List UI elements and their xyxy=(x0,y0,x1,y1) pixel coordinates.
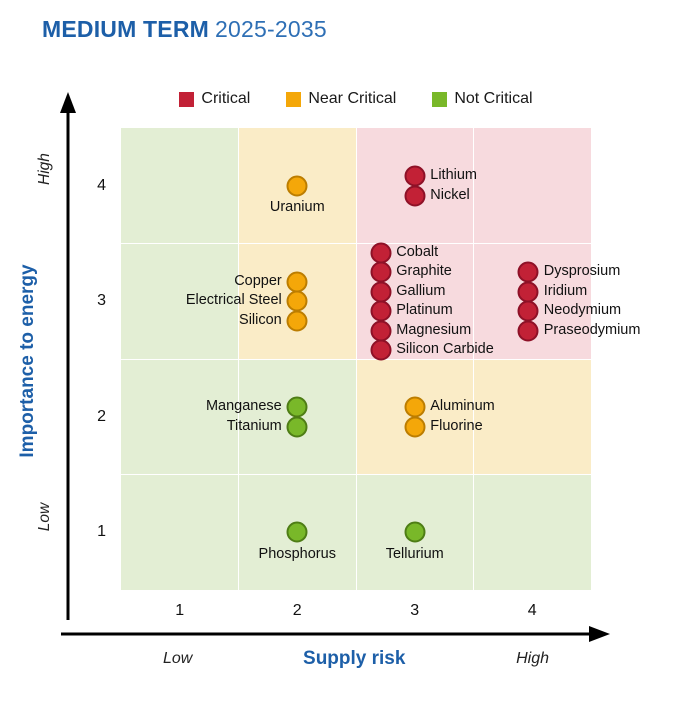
legend: Critical Near Critical Not Critical xyxy=(121,90,591,108)
material-dot-fluorine xyxy=(404,416,426,437)
material-dot-platinum xyxy=(370,300,392,322)
y-axis-low-label: Low xyxy=(36,502,53,532)
material-label-magnesium: Magnesium xyxy=(396,321,472,338)
material-label-silicon-carbide: Silicon Carbide xyxy=(396,341,494,358)
legend-swatch-near-critical-icon xyxy=(286,91,302,107)
material-label-gallium: Gallium xyxy=(396,282,446,299)
zone-grid xyxy=(121,128,591,590)
zone-cell-green xyxy=(121,359,238,475)
material-dot-electrical-steel xyxy=(286,290,308,312)
zone-cell-green xyxy=(121,128,238,243)
material-label-electrical-steel: Electrical Steel xyxy=(185,292,282,309)
x-axis-labels: Low Supply risk High xyxy=(121,648,591,670)
zone-cell-yellow xyxy=(474,359,591,475)
legend-label: Not Critical xyxy=(454,90,533,107)
material-dot-neodymium xyxy=(517,300,539,322)
legend-swatch-not-critical-icon xyxy=(432,91,448,107)
legend-label: Critical xyxy=(201,90,251,107)
zone-cell-green xyxy=(121,475,238,590)
material-label-titanium: Titanium xyxy=(226,417,282,434)
material-label-tellurium: Tellurium xyxy=(385,545,444,562)
title-period: 2025-2035 xyxy=(215,16,327,42)
y-tick-3: 3 xyxy=(97,292,106,310)
material-dot-copper xyxy=(286,271,308,293)
plot-area: Uranium Lithium Nickel Copper Electrical Ste… xyxy=(121,128,640,590)
x-tick-2: 2 xyxy=(292,602,302,619)
zone-cell-pink xyxy=(474,128,591,243)
y-axis-high-label: High xyxy=(36,153,53,185)
material-dot-uranium xyxy=(286,175,308,197)
material-label-manganese: Manganese xyxy=(205,398,282,415)
legend-item-not-critical: Not Critical xyxy=(432,90,533,108)
material-label-phosphorus: Phosphorus xyxy=(258,545,336,562)
material-dot-aluminum xyxy=(404,396,426,418)
page-title: MEDIUM TERM 2025-2035 xyxy=(42,16,327,43)
material-dot-graphite xyxy=(370,261,392,283)
y-axis-title: Importance to energy xyxy=(17,264,38,458)
material-label-uranium: Uranium xyxy=(269,199,325,216)
legend-item-near-critical: Near Critical xyxy=(286,90,396,108)
material-dot-nickel xyxy=(404,185,426,206)
material-dot-praseodymium xyxy=(517,320,539,341)
material-dot-silicon xyxy=(286,310,308,332)
material-dot-dysprosium xyxy=(517,261,539,283)
material-dot-tellurium xyxy=(404,521,426,543)
material-label-praseodymium: Praseodymium xyxy=(543,321,641,338)
x-tick-1: 1 xyxy=(175,602,185,619)
x-axis-high-label: High xyxy=(516,650,549,667)
legend-label: Near Critical xyxy=(308,90,397,107)
y-tick-2: 2 xyxy=(97,407,106,425)
material-dot-gallium xyxy=(370,281,392,302)
material-dot-iridium xyxy=(517,281,539,302)
material-label-iridium: Iridium xyxy=(543,282,588,299)
zone-cell-green xyxy=(121,243,238,359)
material-label-copper: Copper xyxy=(234,272,282,289)
material-dot-manganese xyxy=(286,396,308,418)
y-tick-1: 1 xyxy=(97,523,106,541)
material-label-cobalt: Cobalt xyxy=(396,243,439,260)
material-label-aluminum: Aluminum xyxy=(430,398,495,415)
material-dot-lithium xyxy=(404,165,426,187)
zone-cell-green xyxy=(474,475,591,590)
material-dot-titanium xyxy=(286,416,308,437)
material-label-neodymium: Neodymium xyxy=(543,302,622,319)
material-label-graphite: Graphite xyxy=(396,263,452,280)
material-label-nickel: Nickel xyxy=(430,186,470,203)
material-label-silicon: Silicon xyxy=(239,311,282,328)
material-label-dysprosium: Dysprosium xyxy=(543,263,621,280)
material-label-fluorine: Fluorine xyxy=(430,417,483,434)
x-tick-3: 3 xyxy=(410,602,420,619)
material-label-platinum: Platinum xyxy=(396,302,453,319)
material-dot-cobalt xyxy=(370,242,392,263)
material-dot-phosphorus xyxy=(286,521,308,543)
x-axis-title: Supply risk xyxy=(303,648,406,669)
legend-item-critical: Critical xyxy=(179,90,250,108)
material-dot-silicon-carbide xyxy=(370,339,392,361)
x-axis-low-label: Low xyxy=(163,650,193,667)
x-axis-arrowhead-icon xyxy=(589,626,610,642)
points-layer: Uranium Lithium Nickel Copper Electrical Ste… xyxy=(121,128,640,590)
y-tick-4: 4 xyxy=(97,176,106,194)
x-tick-4: 4 xyxy=(527,602,537,619)
material-label-lithium: Lithium xyxy=(430,167,477,184)
y-axis-arrowhead-icon xyxy=(60,92,76,113)
title-term: MEDIUM TERM xyxy=(42,16,210,42)
material-dot-magnesium xyxy=(370,320,392,341)
legend-swatch-critical-icon xyxy=(179,91,195,107)
